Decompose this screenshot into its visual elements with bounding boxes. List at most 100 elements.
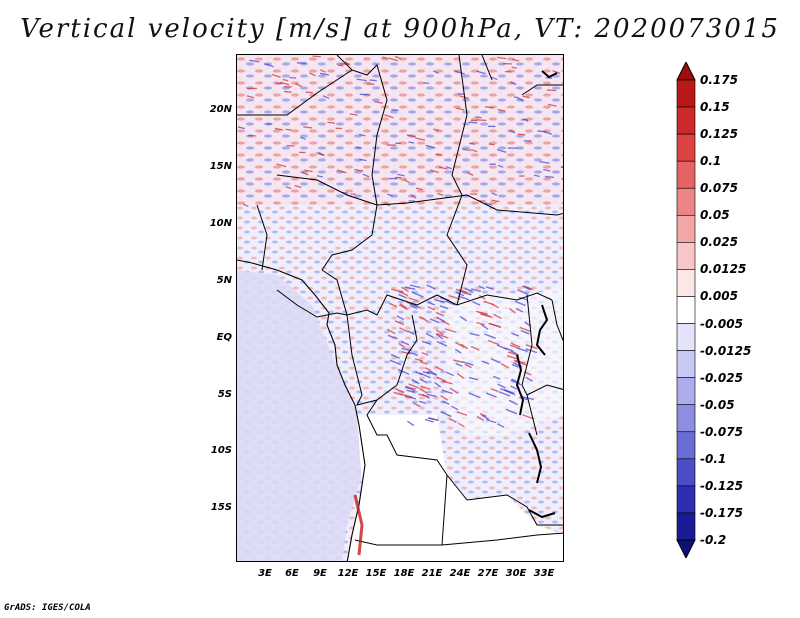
streak-mark [408,141,415,144]
streak-mark [454,70,465,75]
lat-label-5s: 5S [217,389,232,400]
streak-mark [479,413,487,417]
streak-mark [511,66,517,69]
streak-mark [511,332,520,337]
streak-mark [322,95,330,100]
streak-mark [319,72,330,76]
streak-mark [510,385,518,390]
lon-label-3e: 3E [258,568,272,579]
colorbar-label: 0.1 [700,154,722,169]
streak-mark [457,93,465,95]
streak-mark [316,175,323,178]
streak-mark [420,385,431,390]
streak-mark [414,358,424,362]
streak-mark [490,358,501,364]
colorbar-label: 0.05 [700,208,730,223]
streak-mark [505,408,518,415]
streak-mark [409,297,420,302]
map-panel [236,54,564,562]
streak-mark [476,321,485,326]
colorbar-label: -0.005 [700,316,743,331]
streak-mark [466,171,474,176]
streak-mark [282,78,289,82]
streak-mark [294,184,302,189]
streak-mark [354,168,364,172]
streak-mark [400,393,413,398]
streak-mark [464,287,473,293]
streak-mark [412,401,421,408]
great-lakes [515,70,558,519]
streak-mark [419,360,428,365]
streak-mark [464,363,472,369]
streak-mark [518,296,528,301]
streak-mark [399,303,407,309]
streak-mark [510,350,519,356]
colorbar-label: 0.005 [700,289,738,304]
streak-mark [425,144,436,149]
streak-mark [442,400,450,405]
streak-mark [422,371,430,375]
streak-mark [316,152,324,157]
lon-label-33e: 33E [533,568,555,579]
streak-mark [525,348,538,354]
streak-mark [509,344,517,349]
streak-mark [445,300,456,306]
streak-mark [433,128,440,132]
streak-mark [387,334,398,340]
colorbar [676,62,696,558]
streak-mark [460,343,469,350]
streak-mark [427,417,439,421]
streak-mark [497,108,506,112]
colorbar-label: -0.075 [700,424,743,439]
streak-mark [475,310,488,315]
streak-mark [519,326,532,333]
streak-mark [355,146,362,149]
colorbar-arrow-bottom [676,539,696,558]
streak-mark [406,134,416,138]
streak-mark [285,128,293,131]
streak-mark [486,418,497,424]
colorbar-label: -0.2 [700,533,727,547]
streak-mark [472,301,481,306]
colorbar-segment [676,187,696,216]
streak-mark [469,142,475,145]
streak-mark [462,361,474,366]
streak-mark [374,101,383,104]
streak-mark [517,289,529,296]
streak-mark [403,179,410,183]
streak-mark [469,332,480,337]
streak-mark [493,313,502,319]
colorbar-segment [676,404,696,433]
streak-mark [264,63,274,68]
streak-mark [436,376,447,383]
colorbar-label: -0.0125 [700,343,752,358]
streak-mark [456,372,465,379]
streak-mark [283,90,292,93]
streak-mark [434,365,444,372]
lat-label-15s: 15S [210,502,232,513]
streak-mark [419,387,428,394]
streak-mark [429,318,440,324]
streak-mark [456,411,468,416]
streak-mark [436,332,449,339]
streak-mark [476,70,486,75]
streak-mark [415,187,423,191]
streak-mark [506,355,518,360]
streak-mark [456,107,465,111]
streak-mark [432,70,439,74]
streak-mark [539,160,550,164]
lat-label-20n: 20N [209,104,232,115]
colorbar-segment [676,296,696,324]
streak-mark [483,300,495,306]
streak-mark [468,392,481,399]
streak-mark [381,56,388,60]
streak-mark [484,202,493,206]
streak-mark [426,284,436,290]
chart-title: Vertical velocity [m/s] at 900hPa, VT: 2… [20,14,780,44]
streak-mark [344,61,351,66]
colorbar-label: 0.15 [700,100,730,115]
streak-mark [485,286,494,290]
streak-mark [498,391,511,397]
streak-mark [237,126,246,130]
streak-mark [497,164,504,168]
